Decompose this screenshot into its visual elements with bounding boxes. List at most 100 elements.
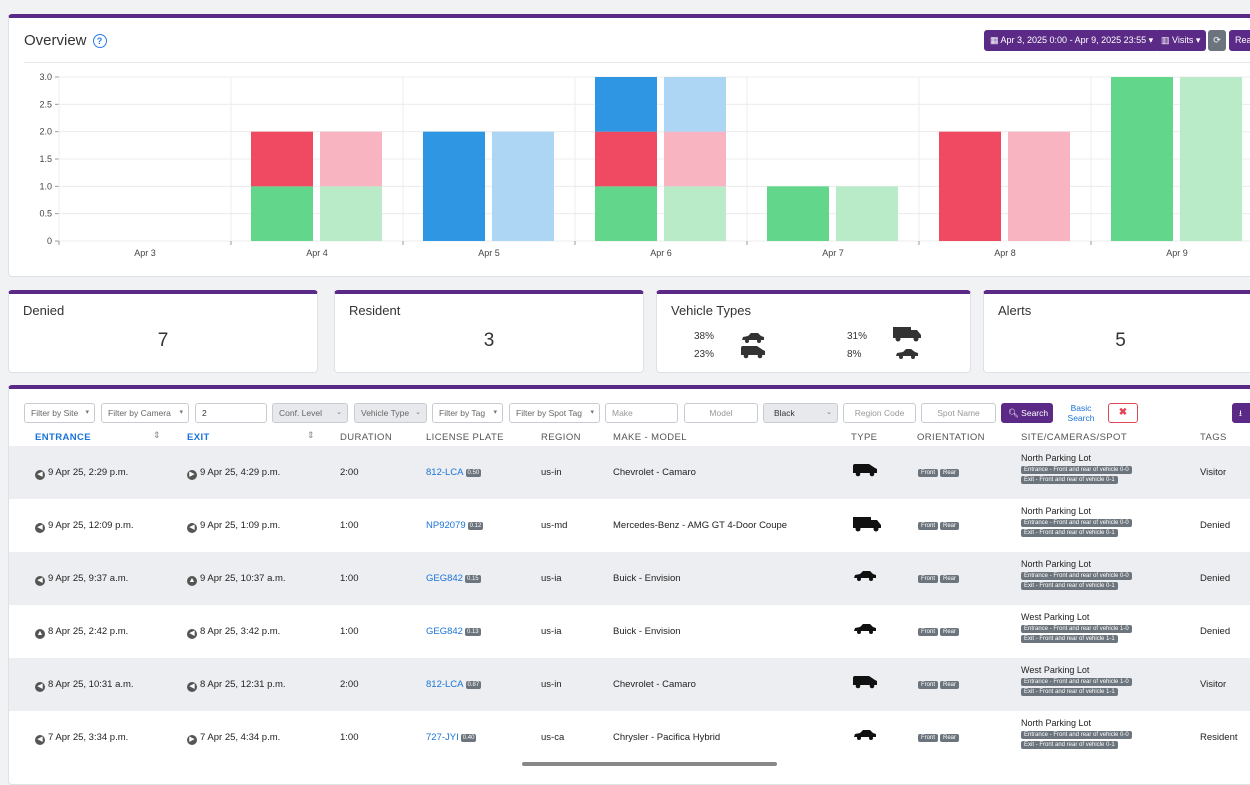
plate-link[interactable]: 812-LCA [426, 467, 464, 478]
tag-cell: Denied [1200, 626, 1231, 637]
direction-icon: ◀ [35, 470, 45, 480]
table-row[interactable]: ◀ 9 Apr 25, 12:09 p.m. ◀ 9 Apr 25, 1:09 p.m… [9, 499, 1250, 552]
exit-cell: ◀ 8 Apr 25, 12:31 p.m. [187, 679, 286, 692]
exit-time: 7 Apr 25, 4:34 p.m. [200, 732, 281, 743]
sort-icon[interactable]: ⇕ [307, 430, 315, 440]
download-button[interactable]: ⭳ [1232, 403, 1250, 423]
region-cell: us-ia [541, 626, 562, 637]
x-tick-label: Apr 3 [134, 248, 156, 258]
help-icon[interactable]: ? [92, 34, 107, 48]
truck-icon [893, 327, 921, 342]
model-input[interactable]: Model [684, 403, 758, 423]
tag-filter-label: Filter by Tag [439, 408, 486, 418]
entrance-time: 7 Apr 25, 3:34 p.m. [48, 732, 129, 743]
denied-card: Denied 7 [8, 290, 318, 373]
orientation-cell: Front Rear [918, 731, 961, 742]
chevron-down-icon: ⌄ [336, 409, 342, 416]
camera-filter-label: Filter by Camera [108, 408, 171, 418]
refresh-icon: ⟳ [1213, 35, 1221, 45]
exit-cell: ◀ 9 Apr 25, 1:09 p.m. [187, 520, 280, 533]
make-model-cell: Mercedes-Benz - AMG GT 4-Door Coupe [613, 520, 788, 531]
basic-search-link[interactable]: Basic Search [1067, 403, 1095, 423]
conf-level-select[interactable]: Conf. Level ⌄ [272, 403, 348, 423]
entrance-time: 9 Apr 25, 2:29 p.m. [48, 467, 129, 478]
entrance-time: 8 Apr 25, 10:31 a.m. [48, 679, 134, 690]
number-input[interactable]: 2 [195, 403, 267, 423]
table-row[interactable]: ◀ 7 Apr 25, 3:34 p.m. ▶ 7 Apr 25, 4:34 p.m.… [9, 711, 1250, 764]
tag-cell: Denied [1200, 573, 1231, 584]
van-icon [852, 463, 878, 480]
plate-cell[interactable]: NP92079 0.12 [426, 520, 484, 531]
table-row[interactable]: ◀ 9 Apr 25, 9:37 a.m. ▲ 9 Apr 25, 10:37 a.m… [9, 552, 1250, 605]
reset-label: Rea [1235, 35, 1250, 45]
visits-label: Visits [1172, 35, 1194, 45]
region-code-input[interactable]: Region Code [843, 403, 916, 423]
denied-label: Denied [23, 303, 65, 318]
tag-cell: Visitor [1200, 467, 1227, 478]
front-badge: Front [918, 522, 939, 530]
plate-link[interactable]: 812-LCA [426, 679, 464, 690]
camera-filter[interactable]: Filter by Camera ▾ [101, 403, 189, 423]
horizontal-scrollbar[interactable] [522, 762, 777, 766]
plate-link[interactable]: GEG842 [426, 626, 463, 637]
entrance-blue-bar [423, 131, 485, 241]
search-button[interactable]: 🔍︎ Search [1001, 403, 1053, 423]
plate-cell[interactable]: 812-LCA 0.87 [426, 679, 482, 690]
table-row[interactable]: ◀ 9 Apr 25, 2:29 p.m. ▶ 9 Apr 25, 4:29 p.m.… [9, 446, 1250, 499]
y-tick-label: 1.0 [39, 181, 52, 191]
table-row[interactable]: ◀ 8 Apr 25, 10:31 a.m. ◀ 8 Apr 25, 12:31 p.… [9, 658, 1250, 711]
direction-icon: ▶ [187, 470, 197, 480]
plate-link[interactable]: NP92079 [426, 520, 466, 531]
plate-cell[interactable]: 727-JYI 0.40 [426, 732, 477, 743]
entrance-cell: ◀ 9 Apr 25, 12:09 p.m. [35, 520, 134, 533]
site-name: North Parking Lot [1021, 718, 1092, 728]
site-filter[interactable]: Filter by Site ▾ [24, 403, 95, 423]
exit-time: 8 Apr 25, 3:42 p.m. [200, 626, 281, 637]
rear-badge: Rear [940, 628, 960, 636]
entrance-green-bar [251, 186, 313, 241]
header-exit[interactable]: EXIT [187, 432, 210, 443]
search-icon: 🔍︎ [1008, 408, 1019, 418]
rear-badge: Rear [940, 522, 960, 530]
entrance-blue-bar [595, 77, 657, 132]
make-input[interactable]: Make [605, 403, 678, 423]
region-cell: us-ia [541, 573, 562, 584]
site-name: West Parking Lot [1021, 665, 1090, 675]
site-name: North Parking Lot [1021, 453, 1092, 463]
plate-cell[interactable]: 812-LCA 0.50 [426, 467, 482, 478]
x-tick-label: Apr 8 [994, 248, 1016, 258]
make-model-cell: Buick - Envision [613, 573, 681, 584]
clear-filters-button[interactable]: ✖ [1108, 403, 1138, 423]
chevron-down-icon: ▾ [493, 409, 497, 416]
reset-button[interactable]: Rea [1229, 30, 1250, 51]
conf-level-label: Conf. Level [279, 408, 322, 418]
sort-icon[interactable]: ⇕ [153, 430, 161, 440]
rear-badge: Rear [940, 734, 960, 742]
exit-blue-bar [492, 131, 554, 241]
sedan-pct: 38% [694, 331, 715, 342]
vehicle-type-select[interactable]: Vehicle Type ⌄ [354, 403, 427, 423]
header-entrance[interactable]: ENTRANCE [35, 432, 91, 443]
spot-name-input[interactable]: Spot Name [921, 403, 996, 423]
exit-green-bar [1180, 77, 1242, 241]
spot-tag-filter[interactable]: Filter by Spot Tag ▾ [509, 403, 600, 423]
rear-badge: Rear [940, 469, 960, 477]
confidence-badge: 0.15 [464, 575, 481, 583]
make-model-cell: Chevrolet - Camaro [613, 467, 696, 478]
direction-icon: ◀ [187, 682, 197, 692]
plate-cell[interactable]: GEG842 0.13 [426, 626, 481, 637]
visits-button[interactable]: ▥ Visits ▾ [1155, 30, 1207, 51]
color-select[interactable]: Black ⌄ [763, 403, 838, 423]
date-range-button[interactable]: ▦ Apr 3, 2025 0:00 - Apr 9, 2025 23:55 ▾ [984, 30, 1160, 51]
confidence-badge: 0.13 [464, 628, 481, 636]
table-row[interactable]: ▲ 8 Apr 25, 2:42 p.m. ◀ 8 Apr 25, 3:42 p.m.… [9, 605, 1250, 658]
sedan-icon [852, 728, 878, 743]
plate-link[interactable]: GEG842 [426, 573, 463, 584]
plate-cell[interactable]: GEG842 0.15 [426, 573, 481, 584]
confidence-badge: 0.40 [460, 734, 477, 742]
camera-badge: Exit - Front and rear of vehicle 0-1 [1021, 476, 1118, 484]
plate-link[interactable]: 727-JYI [426, 732, 459, 743]
refresh-button[interactable]: ⟳ [1208, 30, 1226, 51]
header-tags: TAGS [1200, 432, 1227, 443]
tag-filter[interactable]: Filter by Tag ▾ [432, 403, 503, 423]
